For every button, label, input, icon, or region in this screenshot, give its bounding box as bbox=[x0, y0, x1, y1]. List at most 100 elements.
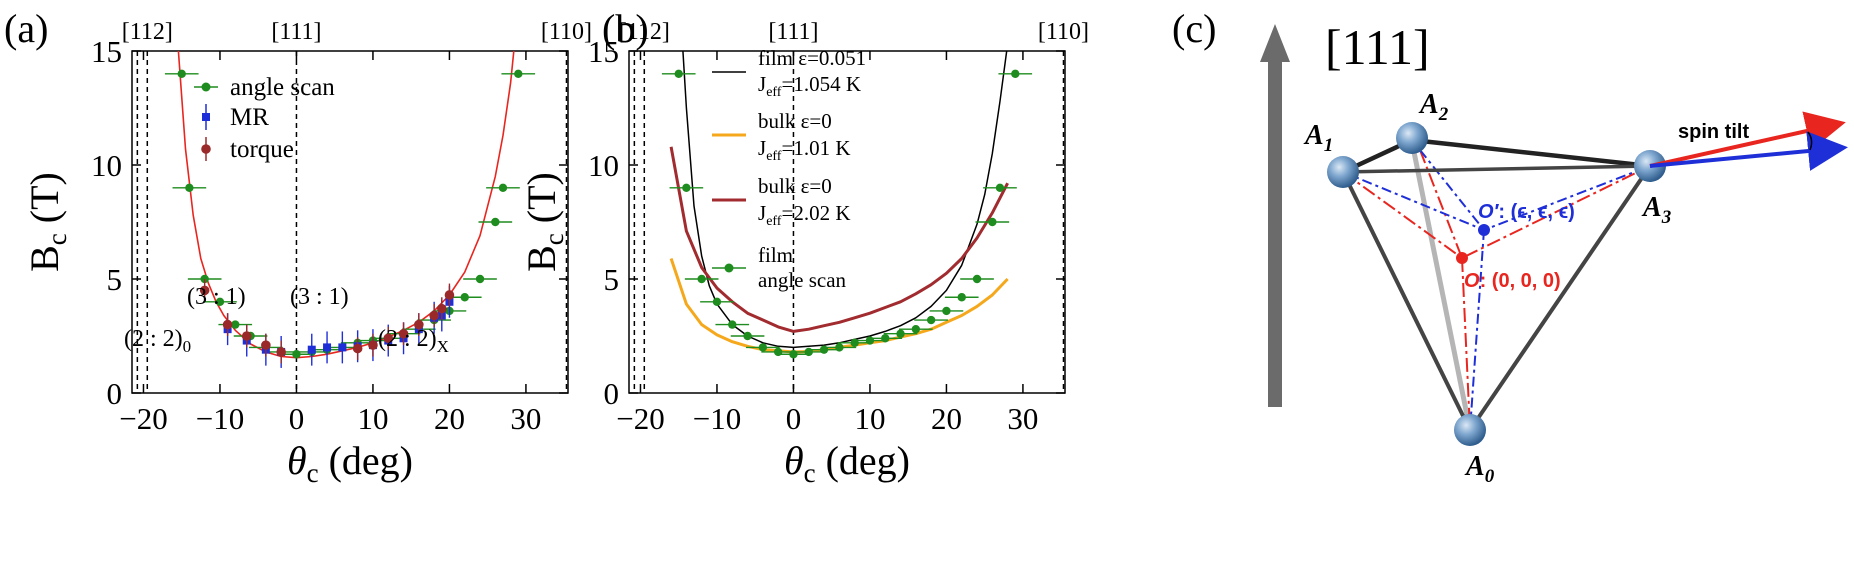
x-tick-label: 30 bbox=[1007, 401, 1038, 436]
legend-bulk2-jeff: Jeff=2.02 K bbox=[758, 201, 851, 229]
panel-label-a: (a) bbox=[4, 6, 48, 51]
y-axis-label: Bc (T) bbox=[519, 172, 569, 272]
data-point-angle-scan bbox=[460, 293, 469, 302]
data-point-film-angle-scan bbox=[911, 324, 921, 334]
tetrahedron-diagram: [111] spin tilt A0 A1 A2 A3 bbox=[1260, 19, 1848, 487]
legend-bulk2-title: bulk ε=0 bbox=[758, 174, 832, 198]
data-point-mr bbox=[323, 343, 332, 352]
panel-label-b: (b) bbox=[602, 6, 649, 51]
x-tick-label: 10 bbox=[854, 401, 885, 436]
label-o-prime: O′: (ϵ, ϵ, ϵ) bbox=[1478, 201, 1575, 223]
legend-bulk1-jeff: Jeff=1.01 K bbox=[758, 136, 851, 164]
spin-tilt-angle-arc bbox=[1807, 131, 1813, 151]
data-point-film-angle-scan bbox=[758, 343, 768, 352]
legend-torque-marker bbox=[201, 144, 211, 154]
data-point-angle-scan bbox=[185, 183, 194, 192]
spin-red-arrow bbox=[1649, 111, 1846, 168]
data-point-film-angle-scan bbox=[743, 331, 752, 341]
data-point-torque bbox=[436, 303, 447, 314]
x-tick-label: 10 bbox=[357, 401, 388, 436]
data-point-angle-scan bbox=[491, 217, 500, 227]
chart-b: [112] [111] [110] −20 −10 0 10 20 30 0 5 10 15 Bc (… bbox=[519, 19, 1089, 488]
data-point-torque bbox=[352, 343, 363, 354]
data-point-torque bbox=[398, 328, 409, 339]
legend-film-title: film ε=0.051 bbox=[758, 46, 866, 70]
label-a1: A1 bbox=[1303, 120, 1333, 156]
edge-a2-a3 bbox=[1411, 137, 1651, 169]
data-point-torque bbox=[241, 331, 252, 341]
chart-a: [112] [111] [110] −20 −10 0 10 20 30 0 5 10 15 Bc (… bbox=[22, 19, 592, 488]
y-tick-label: 5 bbox=[107, 262, 123, 297]
plot-frame bbox=[131, 50, 569, 394]
label-a3: A3 bbox=[1641, 192, 1671, 228]
y-tick-label: 15 bbox=[91, 34, 122, 69]
series-line-fit bbox=[177, 51, 515, 359]
direction-label: [111] bbox=[271, 19, 321, 45]
y-tick-label: 10 bbox=[91, 148, 122, 183]
y-tick-label: 0 bbox=[107, 376, 123, 411]
data-point-angle-scan bbox=[498, 183, 508, 192]
data-point-film-angle-scan bbox=[674, 69, 683, 79]
data-point-torque bbox=[444, 290, 455, 300]
legend-mr: MR bbox=[230, 104, 269, 131]
legend-scan-sub: angle scan bbox=[758, 268, 847, 292]
y-tick-label: 10 bbox=[588, 148, 619, 183]
label-o: O: (0, 0, 0) bbox=[1464, 270, 1561, 292]
data-point-film-angle-scan bbox=[988, 217, 997, 227]
legend-film-jeff: Jeff=1.054 K bbox=[758, 72, 861, 100]
data-point-angle-scan bbox=[231, 320, 240, 329]
panel-label-c: (c) bbox=[1172, 6, 1216, 51]
data-point-torque bbox=[276, 347, 286, 357]
atom-a1 bbox=[1327, 156, 1359, 188]
red-dashed-a2-o bbox=[1419, 149, 1463, 259]
edge-a1-a3 bbox=[1342, 164, 1651, 174]
x-tick-label: 20 bbox=[434, 401, 465, 436]
legend: angle scan MR torque bbox=[194, 74, 335, 163]
data-point-mr bbox=[338, 343, 347, 352]
data-point-film-angle-scan bbox=[896, 329, 905, 338]
annotation-2-2-0: (2 : 2)0 bbox=[124, 326, 191, 356]
data-point-film-angle-scan bbox=[926, 315, 936, 325]
edge-a1-a0 bbox=[1341, 171, 1472, 431]
direction-label: [110] bbox=[541, 19, 592, 45]
data-point-film-angle-scan bbox=[697, 274, 706, 284]
x-tick-label: 30 bbox=[510, 401, 541, 436]
point-o-prime bbox=[1478, 224, 1490, 236]
direction-label: [112] bbox=[619, 19, 670, 45]
atom-a0 bbox=[1454, 414, 1486, 446]
data-point-film-angle-scan bbox=[972, 274, 982, 284]
blue-dashed-o-a0 bbox=[1469, 229, 1485, 431]
data-point-film-angle-scan bbox=[682, 183, 691, 192]
direction-label: [112] bbox=[122, 19, 173, 45]
data-point-angle-scan bbox=[475, 274, 485, 284]
point-o bbox=[1456, 252, 1468, 264]
x-tick-label: −20 bbox=[119, 401, 167, 436]
data-point-film-angle-scan bbox=[942, 306, 951, 316]
legend: film ε=0.051 Jeff=1.054 K bulk ε=0 Jeff=… bbox=[712, 46, 866, 292]
data-point-torque bbox=[383, 333, 394, 344]
data-point-torque bbox=[429, 310, 439, 321]
legend-angle-scan-marker bbox=[201, 82, 211, 92]
data-point-torque bbox=[222, 319, 233, 330]
direction-label: [110] bbox=[1038, 19, 1089, 45]
data-point-torque bbox=[199, 285, 210, 296]
x-tick-label: 0 bbox=[786, 401, 802, 436]
y-tick-label: 5 bbox=[604, 262, 620, 297]
direction-label: [111] bbox=[768, 19, 818, 45]
legend-torque: torque bbox=[230, 136, 294, 163]
axis-111-arrow-head bbox=[1260, 24, 1290, 62]
x-axis-label: θc (deg) bbox=[287, 438, 413, 488]
x-tick-label: 20 bbox=[931, 401, 962, 436]
data-point-angle-scan bbox=[514, 69, 523, 79]
spin-tilt-label: spin tilt bbox=[1678, 121, 1749, 143]
x-tick-label: −10 bbox=[196, 401, 244, 436]
data-point-film-angle-scan bbox=[957, 293, 966, 302]
x-tick-label: 0 bbox=[289, 401, 305, 436]
data-point-torque bbox=[368, 340, 378, 350]
legend-bulk1-title: bulk ε=0 bbox=[758, 109, 832, 133]
legend-scan-marker bbox=[724, 263, 734, 273]
data-point-film-angle-scan bbox=[712, 297, 722, 306]
data-point-film-angle-scan bbox=[835, 343, 844, 352]
data-point-angle-scan bbox=[215, 297, 225, 306]
